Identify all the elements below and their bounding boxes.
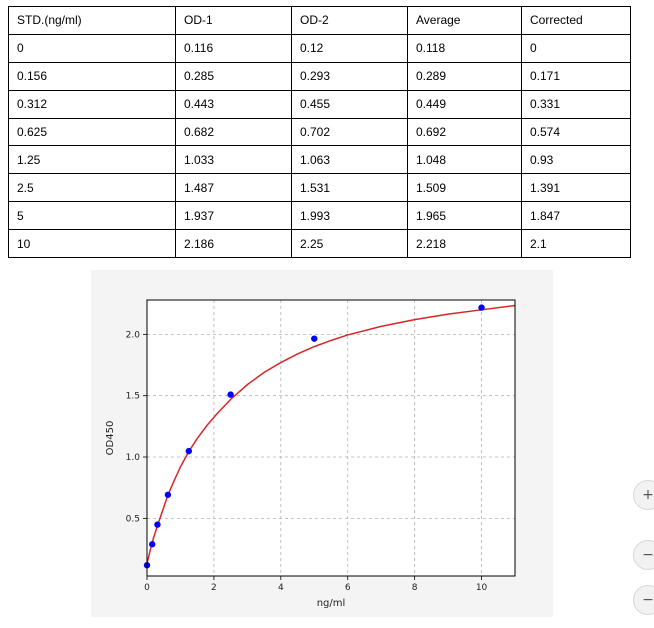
table-row: 2.5 1.487 1.531 1.509 1.391 [8,173,631,203]
data-point [164,491,172,498]
table-cell: 1.391 [521,173,631,203]
table-cell: 0.93 [521,145,631,175]
reset-zoom-icon: − [642,592,654,608]
table-header-cell: Corrected [521,6,631,35]
table-cell: 2.5 [8,173,176,203]
table-cell: 1.847 [521,201,631,231]
table-cell: 1.487 [175,173,292,203]
table-header-cell: OD-1 [175,6,292,35]
table-cell: 0.285 [175,61,292,91]
table-cell: 2.186 [175,229,292,259]
table-cell: 1.937 [175,201,292,231]
table-cell: 0.443 [175,89,292,119]
data-point [227,391,234,398]
y-tick-label: 1.5 [126,392,140,402]
x-tick-label: 8 [412,583,418,593]
x-tick-label: 2 [211,583,217,593]
table-cell: 1.033 [175,145,292,175]
data-point [154,521,161,528]
table-row: 0 0.116 0.12 0.118 0 [8,33,631,63]
plot-area [147,300,515,576]
zoom-in-icon: + [642,487,654,503]
y-tick-label: 1.0 [126,453,141,463]
table-cell: 0.702 [291,117,408,147]
table-header-row: STD.(ng/ml) OD-1 OD-2 Average Corrected [8,6,631,35]
table-cell: 0.449 [407,89,522,119]
table-header-cell: OD-2 [291,6,408,35]
table-cell: 0.116 [175,33,292,63]
reset-zoom-button[interactable]: − [633,585,654,615]
y-tick-label: 2.0 [126,330,141,340]
table-body: STD.(ng/ml) OD-1 OD-2 Average Corrected 0 0.11… [8,6,631,259]
table-cell: 0.682 [175,117,292,147]
table-cell: 0.331 [521,89,631,119]
table-cell: 0 [521,33,631,63]
standard-curve-plot: 0 2 4 6 8 10 0.5 1.0 1.5 2.0 ng/ml OD450 [91,270,553,617]
chart-svg: 0 2 4 6 8 10 0.5 1.0 1.5 2.0 ng/ml OD450 [105,299,516,609]
table-cell: 1.993 [291,201,408,231]
table-header-cell: Average [407,6,522,35]
table-cell: 1.531 [291,173,408,203]
zoom-out-button[interactable]: − [633,540,654,570]
data-point [185,447,193,455]
table-row: 0.156 0.285 0.293 0.289 0.171 [8,61,631,91]
table-row: 0.312 0.443 0.455 0.449 0.331 [8,89,631,119]
table-cell: 0.118 [407,33,522,63]
table-cell: 0.171 [521,61,631,91]
table-cell: 0.574 [521,117,631,147]
table-cell: 1.25 [8,145,176,175]
y-tick-label: 0.5 [126,514,140,524]
table-cell: 2.1 [521,229,631,259]
x-tick-label: 0 [144,583,150,593]
table-cell: 1.509 [407,173,522,203]
table-cell: 2.25 [291,229,408,259]
x-tick-label: 10 [476,583,488,593]
table-cell: 1.048 [407,145,522,175]
zoom-out-icon: − [642,547,654,563]
table-cell: 1.063 [291,145,408,175]
standard-curve-table: STD.(ng/ml) OD-1 OD-2 Average Corrected 0 0.11… [8,6,631,259]
table-row: 5 1.937 1.993 1.965 1.847 [8,201,631,231]
table-cell: 0.312 [8,89,176,119]
zoom-in-button[interactable]: + [633,480,654,510]
table-cell: 0.156 [8,61,176,91]
table-row: 10 2.186 2.25 2.218 2.1 [8,229,631,259]
plot-frame [146,299,516,577]
table-row: 1.25 1.033 1.063 1.048 0.93 [8,145,631,175]
x-tick-label: 6 [345,583,351,593]
table-cell: 0 [8,33,176,63]
table-cell: 2.218 [407,229,522,259]
data-point [311,335,318,342]
fitted-curve-line [146,304,516,564]
data-point [478,304,485,311]
table-cell: 5 [8,201,176,231]
data-point [149,541,156,548]
table-cell: 0.692 [407,117,522,147]
table-row: 0.625 0.682 0.702 0.692 0.574 [8,117,631,147]
table-cell: 0.289 [407,61,522,91]
table-cell: 0.455 [291,89,408,119]
y-axis-label: OD450 [105,421,116,456]
x-axis-label: ng/ml [317,598,346,609]
table-cell: 1.965 [407,201,522,231]
table-cell: 0.625 [8,117,176,147]
table-cell: 0.12 [291,33,408,63]
x-tick-label: 4 [278,583,284,593]
table-header-cell: STD.(ng/ml) [8,6,176,35]
table-cell: 10 [8,229,176,259]
table-cell: 0.293 [291,61,408,91]
